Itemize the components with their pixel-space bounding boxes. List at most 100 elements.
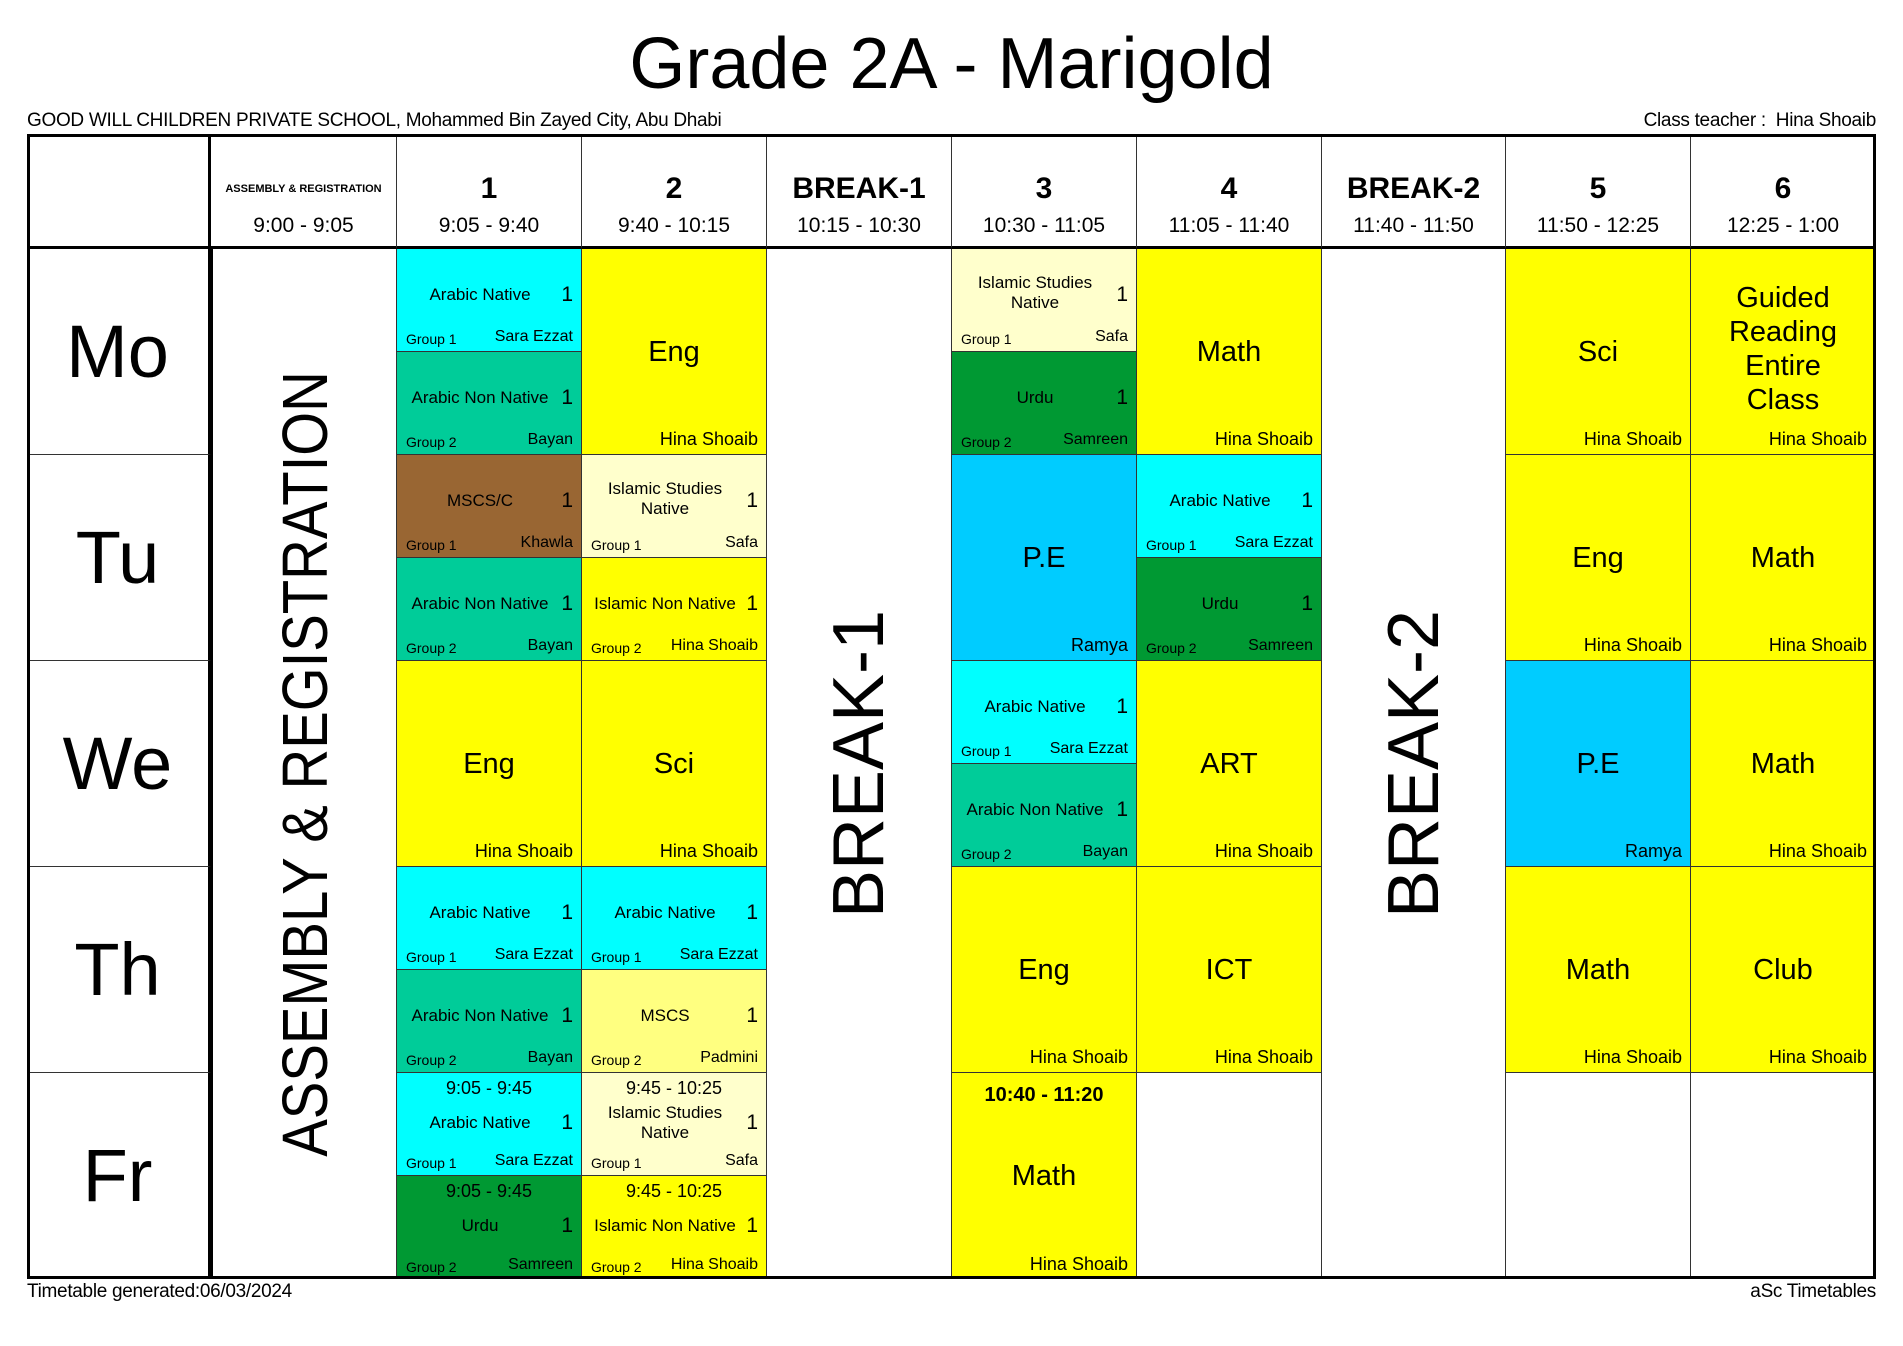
period-time: 11:50 - 12:25 (1536, 214, 1660, 237)
lesson-group: Group 2 (961, 434, 1012, 450)
assembly-label: ASSEMBLY & REGISTRATION (268, 370, 341, 1157)
lesson-tu-p4-group2[interactable]: Urdu 1 Group 2 Samreen (1137, 558, 1322, 661)
lesson-group: Group 1 (406, 1155, 457, 1171)
lesson-tu-p6[interactable]: Math Hina Shoaib (1691, 455, 1876, 661)
lesson-subject: Arabic Non Native (411, 594, 549, 613)
lesson-time: 10:40 - 11:20 (984, 1084, 1104, 1106)
lesson-count: 1 (561, 592, 573, 615)
lesson-mo-p1-group2[interactable]: Arabic Non Native 1 Group 2 Bayan (397, 352, 582, 455)
lesson-tu-p3[interactable]: P.E Ramya (952, 455, 1137, 661)
lesson-subject: P.E (1022, 542, 1066, 574)
lesson-teacher: Hina Shoaib (659, 429, 758, 449)
lesson-subject: Math (1196, 336, 1262, 368)
lesson-fr-p2-group2[interactable]: 9:45 - 10:25 Islamic Non Native 1 Group … (582, 1176, 767, 1279)
lesson-subject: MSCS/C (446, 491, 514, 510)
lesson-time: 9:05 - 9:45 (445, 1181, 533, 1201)
lesson-th-p2-group1[interactable]: Arabic Native 1 Group 1 Sara Ezzat (582, 867, 767, 970)
lesson-tu-p2-group2[interactable]: Islamic Non Native 1 Group 2 Hina Shoaib (582, 558, 767, 661)
lesson-we-p2[interactable]: Sci Hina Shoaib (582, 661, 767, 867)
lesson-count: 1 (1116, 798, 1128, 821)
lesson-mo-p3-group2[interactable]: Urdu 1 Group 2 Samreen (952, 352, 1137, 455)
lesson-teacher: Samreen (508, 1256, 573, 1273)
lesson-subject: Eng (1018, 954, 1070, 986)
lesson-teacher: Hina Shoaib (670, 637, 758, 654)
empty-fr-p5 (1506, 1073, 1691, 1279)
lesson-fr-p1-group1[interactable]: 9:05 - 9:45 Arabic Native 1 Group 1 Sara… (397, 1073, 582, 1176)
lesson-fr-p3[interactable]: 10:40 - 11:20 Math Hina Shoaib (952, 1073, 1137, 1279)
corner-cell (27, 134, 211, 249)
period-time: 11:40 - 11:50 (1353, 214, 1474, 237)
period-label: 5 (1589, 172, 1607, 205)
lesson-teacher: Hina Shoaib (1768, 635, 1867, 655)
lesson-count: 1 (1116, 386, 1128, 409)
lesson-th-p3[interactable]: Eng Hina Shoaib (952, 867, 1137, 1073)
lesson-subject: Arabic Native (429, 285, 531, 304)
period-label: 3 (1035, 172, 1053, 205)
lesson-teacher: Hina Shoaib (1583, 429, 1682, 449)
lesson-count: 1 (1116, 695, 1128, 718)
period-time: 10:15 - 10:30 (797, 214, 921, 237)
lesson-count: 1 (746, 1111, 758, 1134)
lesson-th-p6[interactable]: Club Hina Shoaib (1691, 867, 1876, 1073)
lesson-count: 1 (561, 1214, 573, 1237)
header-period-1: 1 9:05 - 9:40 (397, 134, 582, 249)
lesson-subject: Islamic Studies Native (607, 1103, 723, 1142)
day-label: Mo (66, 309, 169, 393)
lesson-mo-p2[interactable]: Eng Hina Shoaib (582, 249, 767, 455)
lesson-group: Group 2 (591, 1259, 642, 1275)
lesson-fr-p1-group2[interactable]: 9:05 - 9:45 Urdu 1 Group 2 Samreen (397, 1176, 582, 1279)
lesson-th-p1-group2[interactable]: Arabic Non Native 1 Group 2 Bayan (397, 970, 582, 1073)
lesson-group: Group 1 (406, 949, 457, 965)
lesson-subject: Arabic Non Native (966, 800, 1104, 819)
lesson-tu-p4-group1[interactable]: Arabic Native 1 Group 1 Sara Ezzat (1137, 455, 1322, 558)
lesson-tu-p5[interactable]: Eng Hina Shoaib (1506, 455, 1691, 661)
break-2-label: BREAK-2 (1373, 609, 1454, 918)
lesson-teacher: Padmini (700, 1049, 758, 1066)
lesson-count: 1 (1301, 489, 1313, 512)
lesson-teacher: Samreen (1248, 637, 1313, 654)
lesson-group: Group 1 (591, 949, 642, 965)
lesson-we-p1[interactable]: Eng Hina Shoaib (397, 661, 582, 867)
lesson-mo-p3-group1[interactable]: Islamic Studies Native 1 Group 1 Safa (952, 249, 1137, 352)
lesson-th-p2-group2[interactable]: MSCS 1 Group 2 Padmini (582, 970, 767, 1073)
timetable-grid: ASSEMBLY & REGISTRATION 9:00 - 9:05 1 9:… (27, 134, 1876, 1279)
lesson-mo-p6[interactable]: Guided Reading Entire Class Hina Shoaib (1691, 249, 1876, 455)
header-break-2: BREAK-2 11:40 - 11:50 (1322, 134, 1506, 249)
lesson-we-p6[interactable]: Math Hina Shoaib (1691, 661, 1876, 867)
lesson-subject: Eng (1572, 542, 1624, 574)
lesson-teacher: Hina Shoaib (1768, 429, 1867, 449)
lesson-mo-p1-group1[interactable]: Arabic Native 1 Group 1 Sara Ezzat (397, 249, 582, 352)
empty-fr-p6 (1691, 1073, 1876, 1279)
break-2-column: BREAK-2 (1322, 249, 1506, 1279)
lesson-count: 1 (561, 1004, 573, 1027)
lesson-group: Group 1 (961, 331, 1012, 347)
lesson-group: Group 1 (591, 1155, 642, 1171)
lesson-subject: Guided Reading Entire Class (1728, 282, 1838, 416)
lesson-time: 9:05 - 9:45 (445, 1078, 533, 1098)
lesson-we-p3-group1[interactable]: Arabic Native 1 Group 1 Sara Ezzat (952, 661, 1137, 764)
lesson-th-p1-group1[interactable]: Arabic Native 1 Group 1 Sara Ezzat (397, 867, 582, 970)
lesson-tu-p1-group2[interactable]: Arabic Non Native 1 Group 2 Bayan (397, 558, 582, 661)
lesson-subject: Eng (463, 748, 515, 780)
lesson-subject: MSCS (640, 1006, 690, 1025)
lesson-tu-p2-group1[interactable]: Islamic Studies Native 1 Group 1 Safa (582, 455, 767, 558)
empty-fr-p4 (1137, 1073, 1322, 1279)
brand-label: aSc Timetables (1750, 1281, 1876, 1302)
lesson-teacher: Hina Shoaib (1029, 1047, 1128, 1067)
lesson-fr-p2-group1[interactable]: 9:45 - 10:25 Islamic Studies Native 1 Gr… (582, 1073, 767, 1176)
lesson-we-p3-group2[interactable]: Arabic Non Native 1 Group 2 Bayan (952, 764, 1137, 867)
lesson-count: 1 (561, 283, 573, 306)
day-friday: Fr (27, 1073, 211, 1279)
lesson-mo-p5[interactable]: Sci Hina Shoaib (1506, 249, 1691, 455)
lesson-th-p4[interactable]: ICT Hina Shoaib (1137, 867, 1322, 1073)
lesson-we-p4[interactable]: ART Hina Shoaib (1137, 661, 1322, 867)
lesson-group: Group 2 (406, 1052, 457, 1068)
lesson-mo-p4[interactable]: Math Hina Shoaib (1137, 249, 1322, 455)
lesson-teacher: Samreen (1063, 431, 1128, 448)
lesson-th-p5[interactable]: Math Hina Shoaib (1506, 867, 1691, 1073)
lesson-we-p5[interactable]: P.E Ramya (1506, 661, 1691, 867)
lesson-teacher: Bayan (527, 637, 573, 654)
lesson-subject: Sci (1577, 336, 1619, 368)
period-time: 10:30 - 11:05 (982, 214, 1106, 237)
lesson-tu-p1-group1[interactable]: MSCS/C 1 Group 1 Khawla (397, 455, 582, 558)
